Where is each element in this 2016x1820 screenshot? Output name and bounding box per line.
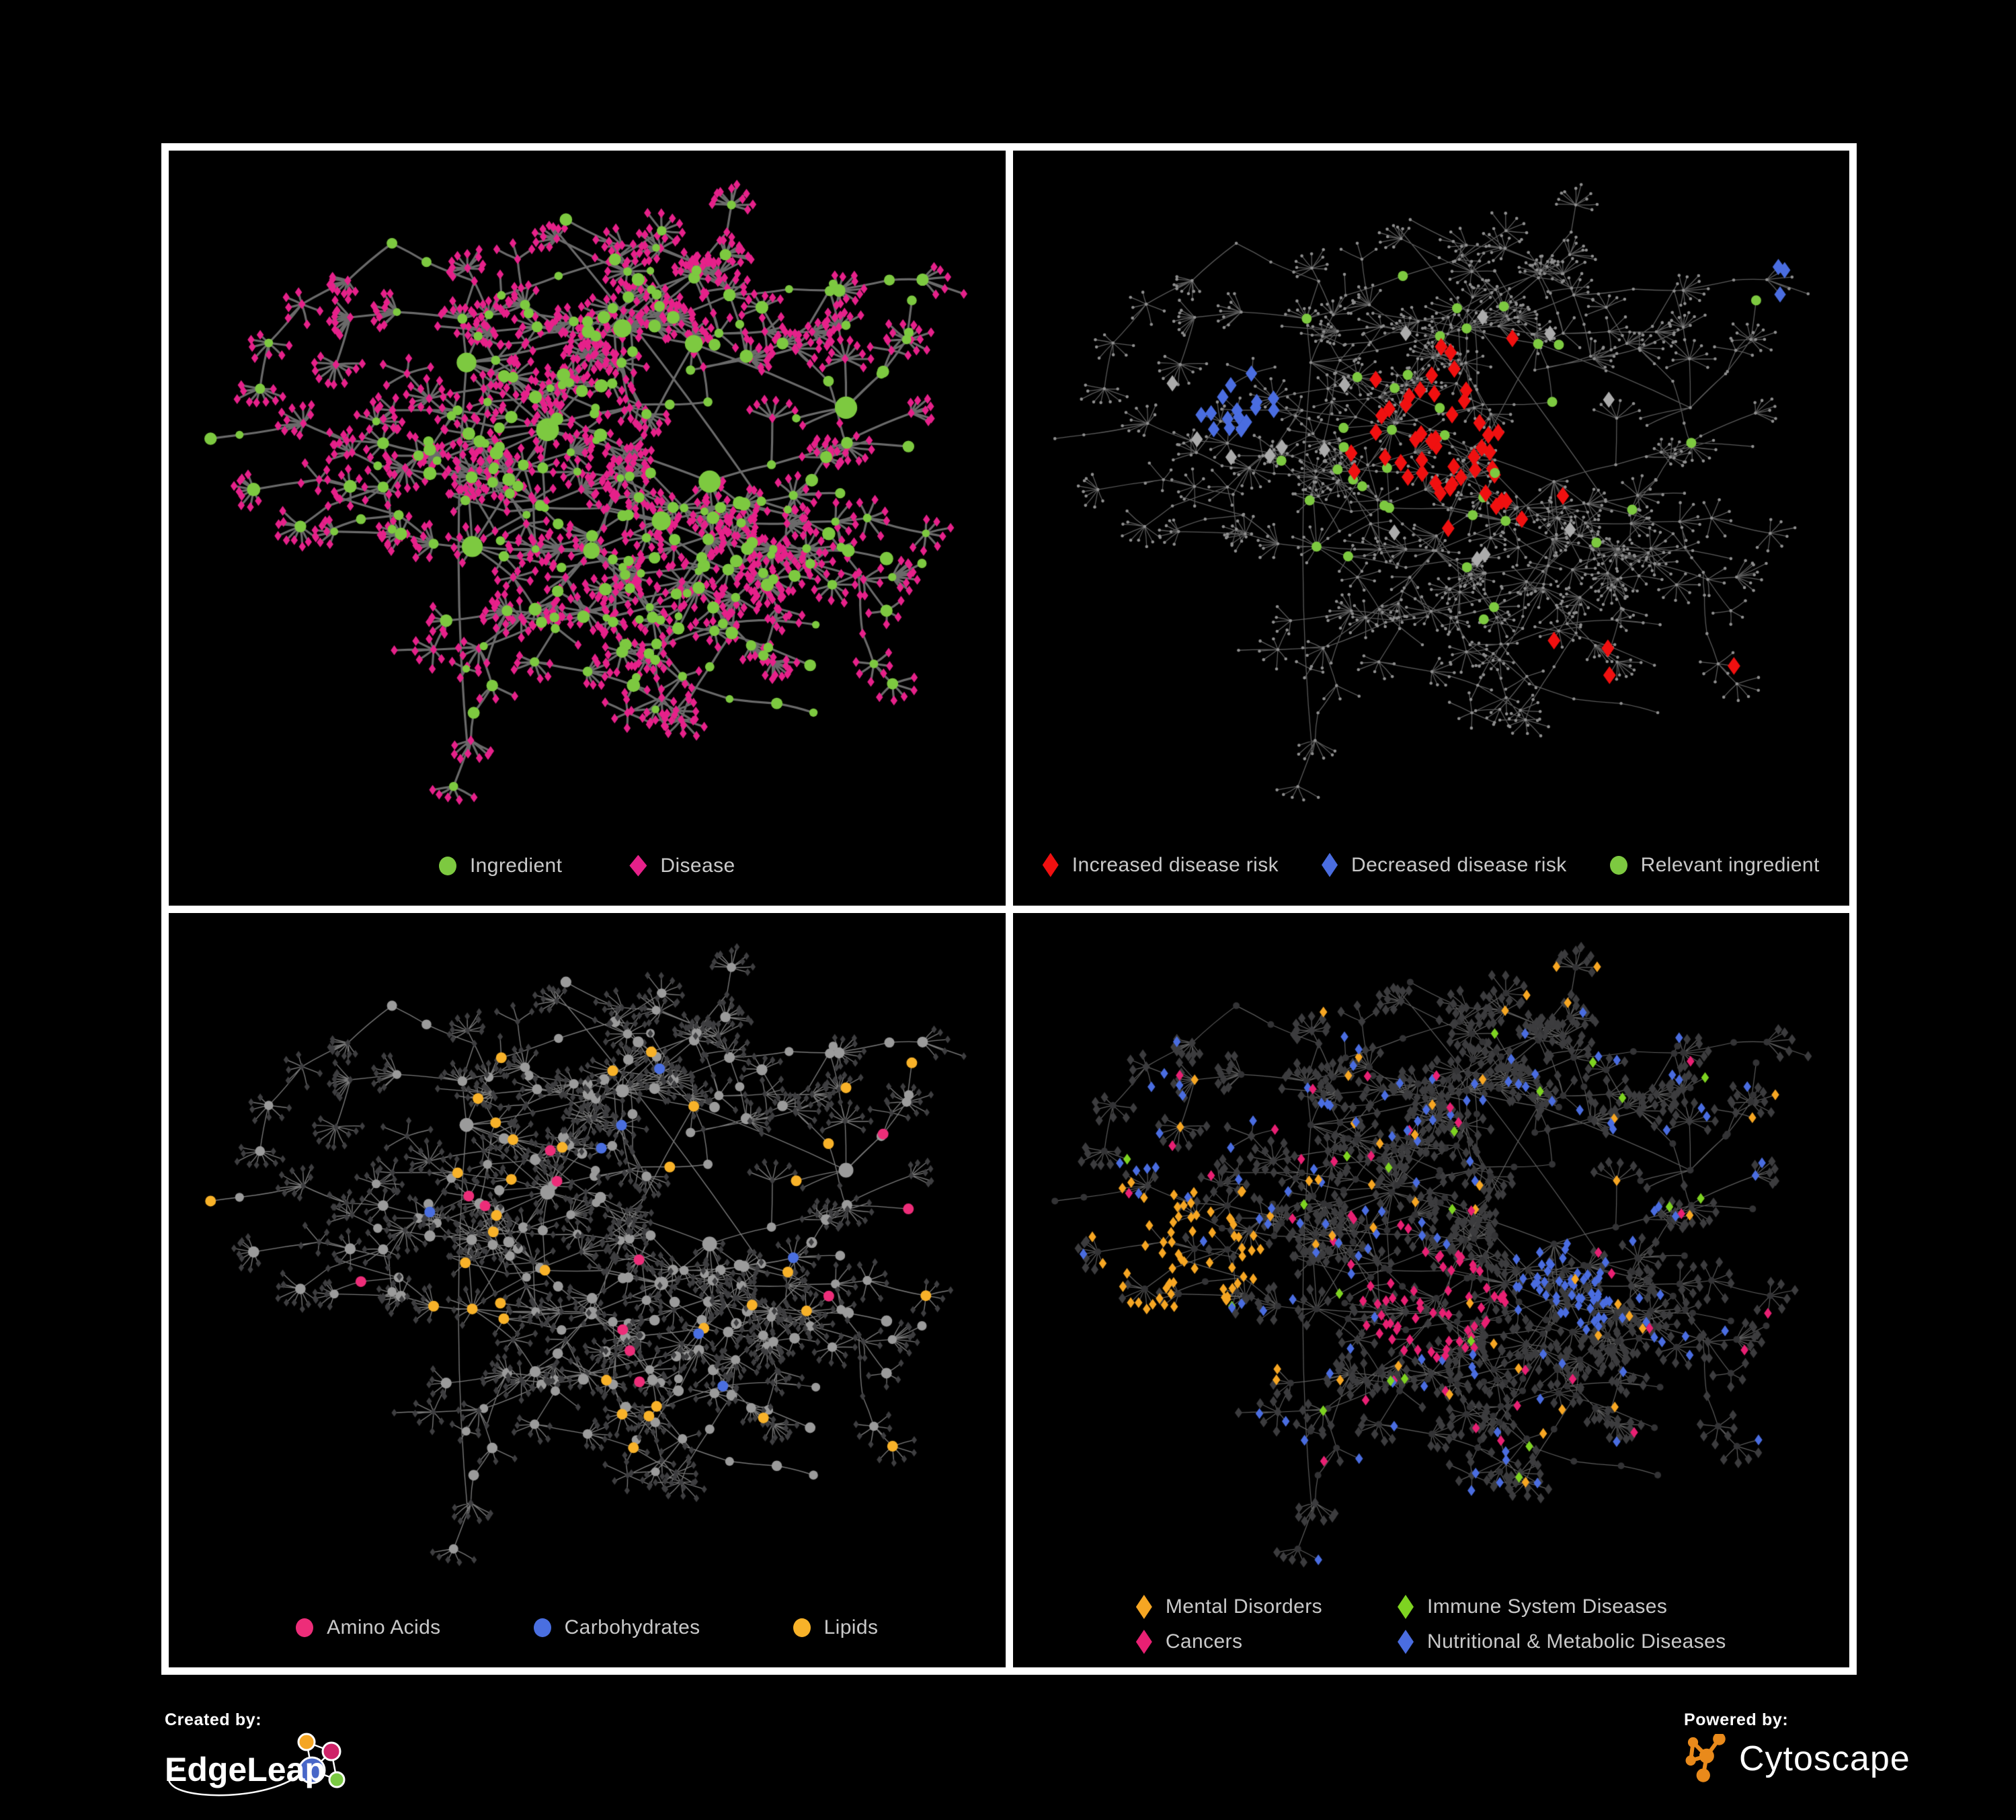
network-canvas-disease-risk: [1012, 151, 1849, 906]
powered-by-label: Powered by:: [1684, 1710, 1789, 1729]
cytoscape-wordmark: Cytoscape: [1739, 1739, 1910, 1778]
legend-label: Increased disease risk: [1072, 853, 1279, 876]
network-canvas-ingredient-disease: [169, 151, 1006, 906]
circle-glyph: [1609, 855, 1627, 875]
legend-label: Amino Acids: [327, 1616, 441, 1638]
diamond-glyph: [1135, 1630, 1152, 1654]
diamond-glyph: [629, 855, 647, 877]
legend-label: Cancers: [1165, 1630, 1243, 1653]
created-by-label: Created by:: [165, 1710, 262, 1729]
legend-label: Mental Disorders: [1165, 1595, 1322, 1618]
legend-item-carbohydrates: Carbohydrates: [533, 1616, 700, 1639]
legend-label: Nutritional & Metabolic Diseases: [1427, 1630, 1726, 1653]
legend-item-lipids: Lipids: [793, 1616, 879, 1639]
edgeleap-swoosh: [167, 1765, 303, 1796]
panel-disease-categories: Mental Disorders Immune System Diseases Ca…: [1012, 912, 1850, 1667]
legend-item-relevant-ingredient: Relevant ingredient: [1609, 853, 1820, 877]
edgeleap-node-orange: [297, 1733, 316, 1751]
powered-by-credit: Powered by: Cytoscape: [1684, 1710, 1910, 1784]
legend-label: Lipids: [823, 1616, 879, 1638]
network-canvas-disease-categories: [1012, 912, 1849, 1667]
cytoscape-icon: [1685, 1734, 1726, 1782]
legend-item-mental-disorders: Mental Disorders: [1135, 1595, 1322, 1619]
legend-item-amino-acids: Amino Acids: [296, 1616, 440, 1639]
legend-nutrient-classes: Amino Acids Carbohydrates Lipids: [169, 1616, 1006, 1639]
legend-label: Immune System Diseases: [1427, 1595, 1668, 1618]
panel-disease-risk: Increased disease risk Decreased disease …: [1012, 151, 1850, 906]
edgeleap-node-green: [328, 1771, 346, 1788]
legend-item-decreased-disease-risk: Decreased disease risk: [1322, 853, 1567, 877]
legend-item-increased-disease-risk: Increased disease risk: [1042, 853, 1279, 877]
edgeleap-wordmark: EdgeLeap: [165, 1751, 325, 1788]
diamond-glyph: [1322, 853, 1338, 877]
legend-item-cancers: Cancers: [1135, 1630, 1322, 1654]
legend-disease-categories: Mental Disorders Immune System Diseases Ca…: [1013, 1595, 1850, 1654]
legend-label: Disease: [660, 854, 735, 877]
diamond-glyph: [1398, 1595, 1414, 1619]
diamond-glyph: [1398, 1630, 1414, 1654]
legend-label: Relevant ingredient: [1640, 853, 1820, 876]
created-by-credit: Created by: EdgeLeap: [165, 1710, 366, 1803]
legend-ingredient-disease: Ingredient Disease: [169, 855, 1006, 877]
circle-glyph: [533, 1618, 551, 1637]
legend-item-nutritional-metabolic-diseases: Nutritional & Metabolic Diseases: [1398, 1630, 1726, 1654]
network-grid: Ingredient Disease Increased disease risk…: [161, 143, 1857, 1675]
network-canvas-nutrient-classes: [169, 912, 1006, 1667]
legend-item-ingredient: Ingredient: [438, 854, 563, 877]
legend-item-disease: Disease: [629, 855, 735, 877]
legend-label: Ingredient: [469, 854, 563, 877]
edgeleap-node-magenta: [321, 1741, 341, 1762]
panel-ingredient-disease: Ingredient Disease: [169, 151, 1006, 906]
legend-label: Decreased disease risk: [1351, 853, 1567, 876]
legend-label: Carbohydrates: [564, 1616, 700, 1638]
circle-glyph: [296, 1618, 314, 1637]
diamond-glyph: [1042, 853, 1059, 877]
circle-glyph: [438, 856, 456, 875]
edgeleap-node-blue: [298, 1756, 326, 1784]
edgeleap-logo: EdgeLeap: [165, 1733, 346, 1796]
legend-disease-risk: Increased disease risk Decreased disease …: [1013, 853, 1850, 877]
diamond-glyph: [1135, 1595, 1152, 1619]
legend-item-immune-system-diseases: Immune System Diseases: [1398, 1595, 1726, 1619]
panel-nutrient-classes: Amino Acids Carbohydrates Lipids: [169, 912, 1006, 1667]
circle-glyph: [793, 1618, 811, 1637]
